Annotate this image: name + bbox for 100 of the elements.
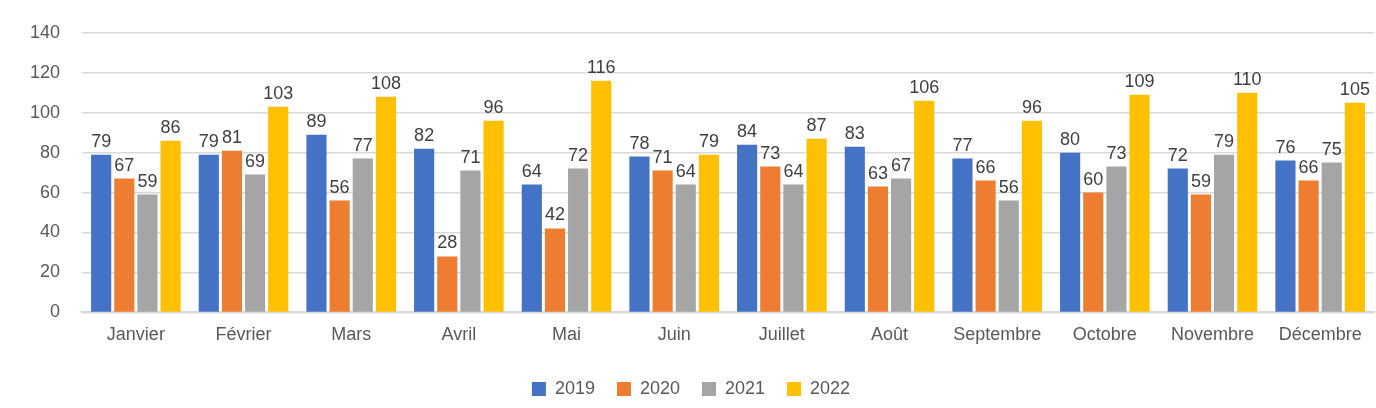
bar bbox=[437, 256, 458, 312]
bar bbox=[198, 154, 219, 312]
bar bbox=[975, 180, 996, 312]
legend-label: 2019 bbox=[554, 377, 595, 398]
bar bbox=[844, 146, 865, 312]
data-label: 42 bbox=[544, 204, 565, 225]
bar bbox=[675, 184, 696, 312]
data-label: 79 bbox=[1214, 130, 1235, 151]
data-label: 63 bbox=[867, 162, 888, 183]
data-label: 105 bbox=[1339, 78, 1370, 99]
data-label: 64 bbox=[675, 160, 696, 181]
bar bbox=[137, 194, 158, 312]
data-label: 96 bbox=[483, 96, 504, 117]
data-label: 72 bbox=[1167, 144, 1188, 165]
bar bbox=[1129, 94, 1150, 312]
bar bbox=[914, 100, 935, 312]
data-label: 56 bbox=[998, 176, 1019, 197]
bar bbox=[1237, 92, 1258, 312]
data-label: 84 bbox=[737, 120, 758, 141]
x-tick-label: Septembre bbox=[953, 324, 1042, 345]
x-tick-label: Juin bbox=[657, 324, 691, 345]
bar bbox=[245, 174, 266, 312]
data-label: 80 bbox=[1060, 128, 1081, 149]
bar bbox=[1298, 180, 1319, 312]
data-label: 109 bbox=[1124, 70, 1155, 91]
data-label: 73 bbox=[760, 142, 781, 163]
data-label: 64 bbox=[783, 160, 804, 181]
y-tick-label: 60 bbox=[40, 181, 61, 202]
bar bbox=[629, 156, 650, 312]
data-label: 75 bbox=[1321, 138, 1342, 159]
data-label: 86 bbox=[160, 116, 181, 137]
data-label: 78 bbox=[629, 132, 650, 153]
x-tick-label: Juillet bbox=[758, 324, 805, 345]
bar bbox=[867, 186, 889, 312]
x-tick-label: Mars bbox=[331, 324, 372, 345]
bar bbox=[483, 120, 504, 312]
bar bbox=[375, 96, 396, 312]
x-tick-label: Août bbox=[871, 324, 909, 345]
y-tick-label: 140 bbox=[29, 21, 61, 42]
bar bbox=[414, 148, 435, 312]
bar bbox=[460, 170, 481, 312]
data-label: 56 bbox=[329, 176, 350, 197]
bar bbox=[806, 138, 827, 312]
bar bbox=[544, 228, 566, 312]
x-tick-label: Avril bbox=[441, 324, 477, 345]
data-label: 69 bbox=[245, 150, 266, 171]
bar bbox=[329, 200, 350, 312]
bar bbox=[1167, 168, 1188, 312]
y-tick-label: 80 bbox=[40, 141, 61, 162]
data-label: 79 bbox=[91, 130, 112, 151]
bar bbox=[737, 144, 758, 312]
bar bbox=[521, 184, 542, 312]
data-label: 72 bbox=[568, 144, 589, 165]
x-tick-label: Octobre bbox=[1072, 324, 1137, 345]
y-tick-label: 100 bbox=[29, 101, 61, 122]
bar bbox=[1190, 194, 1211, 312]
x-tick-label: Mai bbox=[552, 324, 582, 345]
data-label: 60 bbox=[1083, 168, 1104, 189]
bar bbox=[268, 106, 289, 312]
bar bbox=[1083, 192, 1104, 312]
bar bbox=[1321, 162, 1342, 312]
data-label: 108 bbox=[370, 72, 401, 93]
data-label: 87 bbox=[806, 114, 827, 135]
bar bbox=[1021, 120, 1042, 312]
data-label: 66 bbox=[975, 156, 996, 177]
data-label: 79 bbox=[198, 130, 219, 151]
y-tick-label: 40 bbox=[40, 221, 61, 242]
bar bbox=[221, 150, 243, 312]
data-label: 59 bbox=[137, 170, 158, 191]
x-tick-label: Janvier bbox=[106, 324, 165, 345]
y-tick-label: 120 bbox=[29, 61, 61, 82]
bar bbox=[760, 166, 781, 312]
data-label: 71 bbox=[460, 146, 481, 167]
data-label: 73 bbox=[1106, 142, 1127, 163]
bar bbox=[1106, 166, 1127, 312]
bar bbox=[1214, 154, 1235, 312]
y-tick-label: 20 bbox=[40, 261, 61, 282]
bar bbox=[160, 140, 181, 312]
bar bbox=[1060, 152, 1081, 312]
data-label: 106 bbox=[909, 76, 940, 97]
data-label: 59 bbox=[1190, 170, 1211, 191]
data-label: 103 bbox=[263, 82, 294, 103]
x-tick-label: Février bbox=[215, 324, 272, 345]
bar bbox=[652, 170, 673, 312]
data-label: 82 bbox=[414, 124, 435, 145]
bar bbox=[91, 154, 112, 312]
legend-label: 2022 bbox=[810, 377, 851, 398]
bar bbox=[306, 134, 327, 312]
data-label: 83 bbox=[844, 122, 865, 143]
bar bbox=[952, 158, 973, 312]
bar bbox=[1275, 160, 1296, 312]
bar bbox=[998, 200, 1019, 312]
bar bbox=[591, 80, 612, 312]
data-label: 79 bbox=[698, 130, 719, 151]
data-label: 110 bbox=[1232, 68, 1262, 89]
data-label: 81 bbox=[221, 126, 242, 147]
legend-label: 2020 bbox=[639, 377, 680, 398]
x-tick-label: Novembre bbox=[1170, 324, 1255, 345]
data-label: 28 bbox=[437, 232, 458, 253]
data-label: 116 bbox=[586, 56, 616, 77]
